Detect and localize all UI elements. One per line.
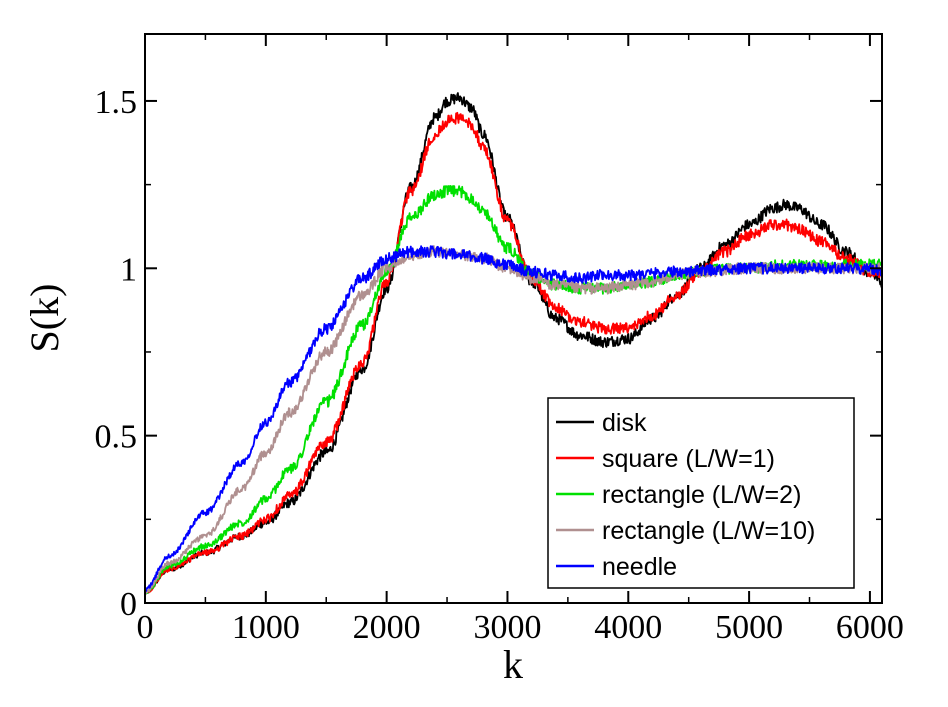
x-tick-label: 3000	[473, 609, 541, 646]
legend: disk square (L/W=1) rectangle (L/W=2) recta…	[547, 397, 855, 589]
legend-label-3: rectangle (L/W=10)	[602, 517, 815, 545]
legend-label-4: needle	[602, 553, 677, 581]
y-tick-label: 1	[120, 251, 137, 288]
legend-label-0: disk	[602, 409, 647, 437]
legend-label-1: square (L/W=1)	[602, 445, 775, 473]
y-tick-label: 1.5	[95, 84, 138, 121]
plot-frame	[144, 33, 883, 604]
tick-layer: 0 1000 2000 3000 4000 5000 6000 0 0.5 1 1.5	[95, 34, 904, 646]
x-tick-label: 4000	[594, 609, 662, 646]
series-layer	[145, 92, 882, 595]
y-tick-label: 0	[120, 586, 137, 623]
x-tick-label: 1000	[232, 609, 300, 646]
legend-box	[547, 397, 855, 589]
y-axis-title: S(k)	[22, 284, 67, 353]
legend-label-2: rectangle (L/W=2)	[602, 481, 801, 509]
series-line-1	[145, 111, 882, 595]
series-line-4	[145, 245, 882, 592]
y-tick-label: 0.5	[95, 419, 138, 456]
x-tick-label: 2000	[353, 609, 421, 646]
x-tick-label: 6000	[836, 609, 904, 646]
x-tick-label: 0	[137, 609, 154, 646]
x-tick-label: 5000	[715, 609, 783, 646]
x-axis-title: k	[503, 642, 523, 687]
